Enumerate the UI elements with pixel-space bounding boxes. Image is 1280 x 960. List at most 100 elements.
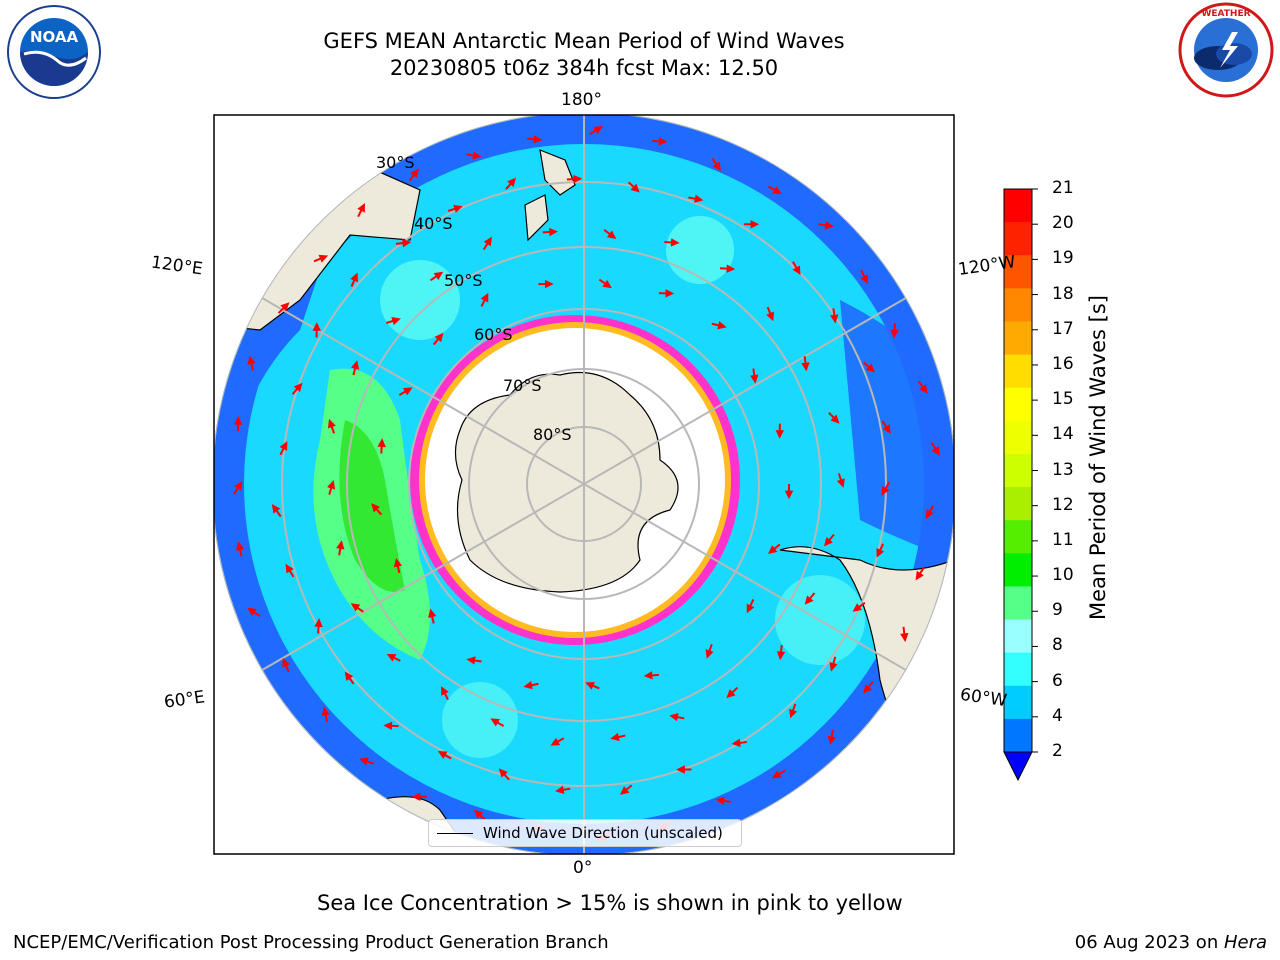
colorbar-segment xyxy=(1004,288,1032,322)
wind-wave-arrow-head xyxy=(490,718,500,727)
wind-wave-arrow-head xyxy=(314,618,323,628)
wind-wave-arrow-head xyxy=(393,557,403,568)
wind-wave-arrow-head xyxy=(533,135,543,144)
wind-wave-arrow-head xyxy=(630,183,640,193)
wind-wave-arrow-head xyxy=(472,151,482,160)
colorbar-tick-label: 9 xyxy=(1052,600,1063,621)
lon-label-180: 180° xyxy=(561,90,602,110)
wind-wave-arrow-head xyxy=(321,706,330,717)
wind-wave-arrow-head xyxy=(670,238,680,247)
wind-wave-arrow-head xyxy=(860,274,869,285)
wind-wave-arrow-head xyxy=(876,548,885,558)
wind-wave-arrow-head xyxy=(350,272,358,283)
wind-wave-arrow-head xyxy=(669,713,679,722)
wind-wave-arrow-head xyxy=(750,374,759,384)
colorbar-segment xyxy=(1004,652,1032,687)
colorbar xyxy=(1003,188,1038,753)
wind-wave-arrow-head xyxy=(792,265,801,276)
wind-wave-arrow-head xyxy=(643,671,653,680)
colorbar-tick-label: 14 xyxy=(1052,424,1074,445)
wind-wave-arrow-head xyxy=(715,796,725,805)
wind-wave-arrow-head xyxy=(771,770,782,779)
wind-wave-arrow-head xyxy=(766,311,775,322)
wind-wave-arrow-head xyxy=(865,363,875,373)
colorbar-segment xyxy=(1004,354,1032,389)
wind-wave-arrow-head xyxy=(336,540,345,550)
noaa-logo-icon: NOAA xyxy=(7,5,101,99)
wind-wave-arrow-head xyxy=(428,608,437,618)
wind-wave-arrow-head xyxy=(473,809,484,819)
wind-wave-arrow-head xyxy=(925,509,934,519)
wind-wave-arrow-head xyxy=(602,279,612,289)
colorbar-segment xyxy=(1004,453,1032,488)
wind-wave-arrow-head xyxy=(507,177,517,187)
colorbar-label: Mean Period of Wind Waves [s] xyxy=(1086,295,1110,620)
lat-label-60s: 60°S xyxy=(474,325,513,344)
wind-wave-arrow-head xyxy=(824,536,833,547)
wind-wave-arrow-head xyxy=(359,757,369,766)
colorbar-segment xyxy=(1004,189,1032,223)
lat-label-30s: 30°S xyxy=(376,153,415,172)
wind-wave-arrow-head xyxy=(247,355,256,365)
colorbar-tick-label: 15 xyxy=(1052,389,1074,410)
colorbar-tick-label: 18 xyxy=(1052,283,1074,304)
wind-wave-arrow-head xyxy=(931,446,940,456)
wind-wave-arrow-head xyxy=(726,689,736,699)
wind-wave-arrow-head xyxy=(391,317,401,326)
wind-wave-arrow-head xyxy=(824,221,834,230)
wind-wave-arrow-head xyxy=(801,362,810,372)
colorbar-segment xyxy=(1004,718,1032,753)
colorbar-tick-label: 19 xyxy=(1052,248,1074,269)
wind-wave-arrow-head xyxy=(410,168,419,178)
wind-wave-arrow-head xyxy=(549,227,559,237)
wind-wave-arrow-head xyxy=(676,765,685,774)
wind-wave-arrow-head xyxy=(523,681,533,690)
lat-label-50s: 50°S xyxy=(444,271,483,290)
colorbar-segment xyxy=(1004,520,1032,554)
legend-label: Wind Wave Direction (unscaled) xyxy=(483,824,723,842)
wind-wave-arrow-head xyxy=(829,662,838,672)
colorbar-tick-label: 21 xyxy=(1052,178,1074,198)
lat-label-70s: 70°S xyxy=(503,376,542,395)
wind-wave-arrow-head xyxy=(900,632,909,643)
wind-wave-arrow-head xyxy=(402,238,412,248)
wind-wave-arrow-head xyxy=(234,481,243,491)
colorbar-segment xyxy=(1004,586,1032,621)
chart-title-line1: GEFS MEAN Antarctic Mean Period of Wind … xyxy=(323,29,845,53)
wind-wave-arrow-head xyxy=(827,735,836,746)
wind-wave-arrow-head xyxy=(915,570,924,581)
wind-wave-arrow-head xyxy=(731,738,741,747)
wind-wave-arrow-head xyxy=(852,603,863,612)
wind-wave-arrow-head xyxy=(606,230,617,240)
wind-wave-arrow-head xyxy=(550,737,561,746)
wind-wave-arrow-head xyxy=(318,254,329,263)
wind-wave-arrow-head xyxy=(480,292,489,303)
wind-wave-arrow-head xyxy=(767,545,778,555)
wind-wave-arrow-head xyxy=(804,595,814,605)
wind-wave-arrow-head xyxy=(573,174,583,184)
wind-wave-arrow-head xyxy=(585,681,595,690)
footer-left: NCEP/EMC/Verification Post Processing Pr… xyxy=(13,932,609,953)
wind-wave-arrow-head xyxy=(746,603,755,614)
nws-logo-icon: WEATHER xyxy=(1178,2,1274,98)
wind-wave-arrow-head xyxy=(344,671,354,682)
colorbar-segment xyxy=(1004,222,1032,256)
colorbar-segment xyxy=(1004,387,1032,422)
lat-label-40s: 40°S xyxy=(414,214,453,233)
wind-wave-arrow-head xyxy=(784,490,794,500)
map-legend: Wind Wave Direction (unscaled) xyxy=(428,819,742,847)
wind-wave-arrow-head xyxy=(619,786,630,795)
colorbar-tick-label: 12 xyxy=(1052,494,1074,515)
wind-wave-arrow-head xyxy=(350,603,361,612)
colorbar-tick-label: 2 xyxy=(1052,741,1063,761)
wind-wave-arrow-head xyxy=(327,479,336,490)
wind-wave-arrow-head xyxy=(441,686,449,696)
colorbar-tick-label: 20 xyxy=(1052,213,1074,234)
colorbar-tick-label: 10 xyxy=(1052,565,1074,586)
wind-wave-arrow-head xyxy=(830,314,839,324)
colorbar-segment xyxy=(1004,420,1032,455)
wind-wave-arrow-head xyxy=(247,607,257,617)
wind-wave-arrow-head xyxy=(377,438,386,448)
wind-wave-arrow-head xyxy=(350,360,360,370)
wind-wave-arrow-head xyxy=(280,302,290,312)
